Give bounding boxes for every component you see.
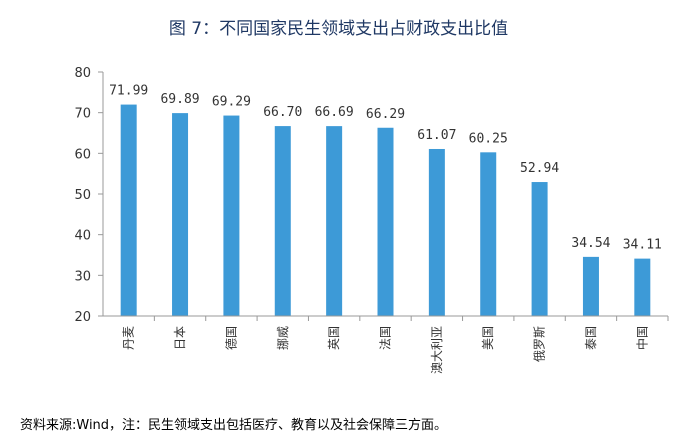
bar: [377, 127, 394, 316]
data-label: 61.07: [417, 128, 456, 143]
data-label: 60.25: [469, 131, 508, 146]
x-tick-label: 美国: [481, 326, 495, 350]
bar: [274, 126, 291, 316]
x-tick-label: 英国: [327, 326, 341, 350]
y-tick-label: 70: [74, 107, 91, 122]
bar: [326, 126, 343, 316]
x-tick-label: 中国: [634, 326, 649, 350]
bar: [582, 256, 599, 316]
y-tick-label: 20: [74, 310, 91, 325]
y-tick-label: 80: [74, 66, 91, 81]
data-label: 52.94: [520, 161, 559, 176]
x-tick-label: 日本: [173, 326, 187, 350]
y-tick-label: 30: [74, 269, 91, 284]
x-tick-label: 俄罗斯: [533, 326, 547, 362]
y-tick-label: 60: [74, 147, 91, 162]
data-label: 69.29: [212, 95, 251, 110]
y-tick-label: 40: [74, 229, 91, 244]
bar: [428, 148, 445, 316]
bar-chart: 20 30 40 50 60 70 80 71.99 69.89 69.29 66.70 66.69…: [74, 66, 669, 374]
data-label: 34.54: [571, 236, 610, 251]
source-note: 资料来源:Wind，注：民生领域支出包括医疗、教育以及社会保障三方面。: [20, 418, 448, 433]
data-label: 69.89: [160, 92, 199, 107]
bar: [120, 104, 137, 316]
bar: [634, 258, 651, 316]
x-tick-label: 澳大利亚: [430, 326, 444, 374]
bar: [480, 152, 497, 316]
x-tick-label: 丹麦: [122, 326, 136, 350]
x-tick-label: 泰国: [584, 326, 598, 350]
x-tick-label: 法国: [379, 326, 393, 350]
data-label: 66.69: [315, 105, 354, 120]
data-label: 66.70: [263, 105, 302, 120]
chart-title: 图 7：不同国家民生领域支出占财政支出比值: [168, 19, 509, 39]
data-label: 34.11: [623, 238, 662, 253]
x-tick-label: 德国: [223, 326, 238, 350]
y-axis: 20 30 40 50 60 70 80: [74, 66, 104, 325]
x-axis: 丹麦 日本 德国 挪威 英国 法国 澳大利亚 美国 俄罗斯 泰国 中国: [103, 315, 669, 374]
data-label: 71.99: [109, 84, 148, 99]
data-label: 66.29: [366, 107, 405, 122]
x-tick-label: 挪威: [276, 326, 290, 350]
bars-group: 71.99 69.89 69.29 66.70 66.69 66.29 61.07 60.25…: [109, 84, 662, 316]
y-tick-label: 50: [74, 188, 91, 203]
bar: [531, 182, 548, 316]
bar: [172, 113, 189, 316]
bar: [223, 115, 240, 316]
